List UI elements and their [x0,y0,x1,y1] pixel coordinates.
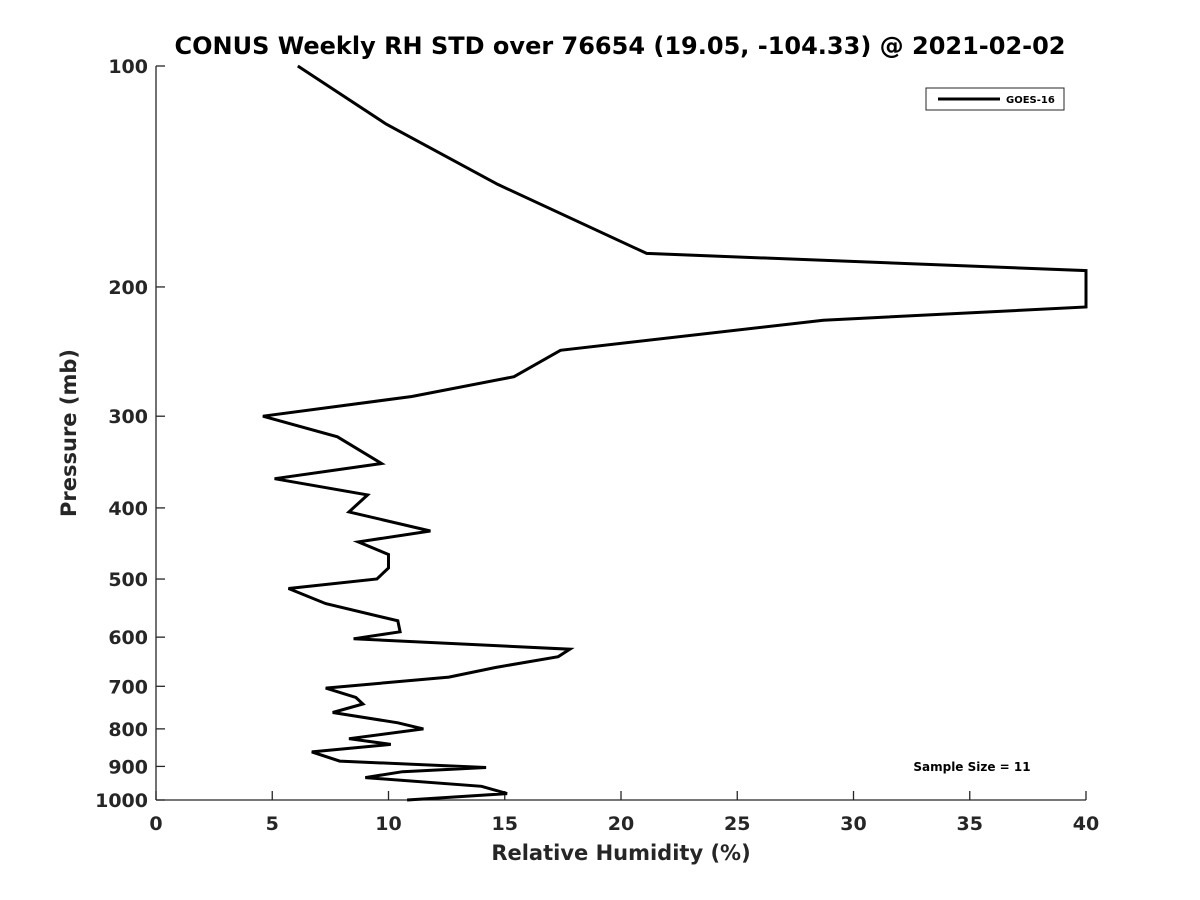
series-line-goes-16 [262,64,1088,802]
x-tick-label: 20 [608,813,634,835]
legend: GOES-16 [925,87,1065,111]
y-tick-label: 1000 [95,790,148,812]
y-tick-label: 400 [108,498,148,520]
x-tick-label: 25 [724,813,750,835]
y-tick-label: 100 [108,56,148,78]
y-tick-label: 500 [108,569,148,591]
y-tick-label: 300 [108,406,148,428]
y-tick-label: 900 [108,756,148,778]
y-tick-label: 700 [108,676,148,698]
legend-label-goes-16: GOES-16 [1006,95,1055,106]
y-tick-label: 600 [108,627,148,649]
x-ticks: 0 5 10 15 20 25 30 35 40 [149,791,1099,835]
x-tick-label: 35 [957,813,983,835]
axes [155,66,1086,801]
x-tick-label: 15 [492,813,518,835]
x-tick-label: 10 [375,813,401,835]
y-ticks: 100 200 300 400 500 600 700 800 900 1000 [95,56,165,812]
plot-area [262,64,1088,802]
y-axis-label: Pressure (mb) [57,349,81,517]
y-tick-label: 800 [108,719,148,741]
chart-title: CONUS Weekly RH STD over 76654 (19.05, -… [174,32,1065,60]
x-axis-label: Relative Humidity (%) [491,841,750,865]
sample-size-annotation: Sample Size = 11 [913,760,1030,774]
y-tick-label: 200 [108,277,148,299]
x-tick-label: 30 [840,813,866,835]
x-tick-label: 5 [266,813,279,835]
x-tick-label: 40 [1073,813,1099,835]
x-tick-label: 0 [149,813,162,835]
